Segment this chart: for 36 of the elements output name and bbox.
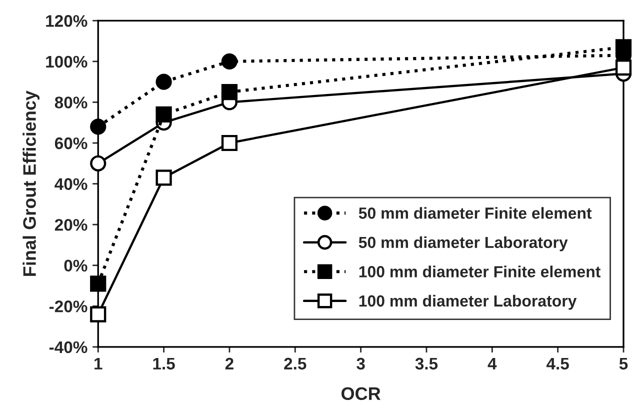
x-tick-label: 2.5 bbox=[284, 358, 306, 370]
x-tick-label: 1.5 bbox=[153, 358, 175, 370]
legend-label: 100 mm diameter Finite element bbox=[359, 266, 600, 278]
y-tick-label: 80% bbox=[54, 96, 88, 108]
point bbox=[90, 155, 106, 172]
y-tick-label: 20% bbox=[54, 218, 88, 231]
y-axis-title: Final Grout Efficiency bbox=[22, 90, 40, 276]
legend-label: 50 mm diameter Laboratory bbox=[358, 236, 568, 252]
x-tick-label: 4.5 bbox=[546, 358, 569, 370]
point bbox=[221, 84, 238, 100]
legend-label: 50 mm diameter Finite element bbox=[358, 207, 592, 219]
point bbox=[90, 306, 106, 322]
y-tick-label: -20% bbox=[49, 300, 88, 312]
y-tick-label: -40% bbox=[49, 341, 88, 354]
point bbox=[90, 276, 106, 292]
point bbox=[221, 134, 238, 152]
point bbox=[615, 39, 632, 56]
y-tick-label: 100% bbox=[46, 56, 88, 68]
x-tick-label: 2 bbox=[225, 358, 234, 370]
point bbox=[156, 106, 172, 123]
y-tick-label: 0% bbox=[64, 260, 88, 272]
y-tick-label: 40% bbox=[54, 178, 88, 190]
point bbox=[221, 53, 238, 70]
point bbox=[90, 118, 106, 135]
point bbox=[615, 59, 632, 76]
x-tick-label: 3 bbox=[356, 358, 365, 370]
x-tick-label: 5 bbox=[619, 358, 628, 370]
y-tick-label: 60% bbox=[54, 137, 88, 150]
x-tick-label: 1 bbox=[94, 358, 102, 370]
x-axis-title: OCR bbox=[341, 387, 380, 400]
y-tick-label: 120% bbox=[46, 15, 88, 27]
x-tick-label: 4 bbox=[488, 358, 497, 370]
point bbox=[156, 74, 172, 90]
x-tick-label: 3.5 bbox=[415, 358, 438, 370]
point bbox=[156, 170, 172, 186]
legend-label: 100 mm diameter Laboratory bbox=[359, 294, 577, 310]
